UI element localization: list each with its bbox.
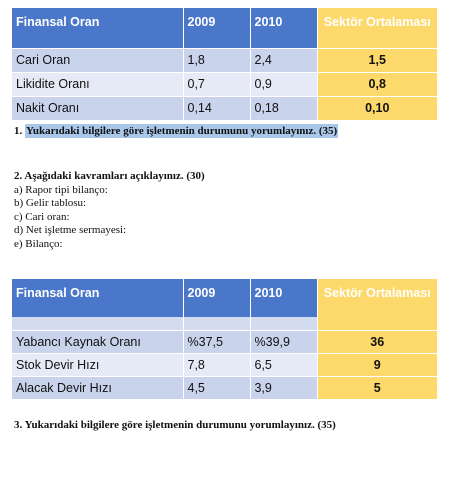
value-2010: 2,4 bbox=[249, 47, 317, 72]
spacer-cell bbox=[182, 317, 250, 330]
financial-ratio-table-1: Finansal Oran 2009 2010 Sektör Ortalamas… bbox=[12, 8, 437, 120]
header-financial-ratio: Finansal Oran bbox=[12, 279, 183, 317]
header-sector-average: Sektör Ortalaması bbox=[316, 8, 437, 48]
ratio-name: Likidite Oranı bbox=[12, 71, 183, 96]
value-2010: 0,9 bbox=[249, 71, 317, 96]
ratio-name: Yabancı Kaynak Oranı bbox=[12, 329, 183, 353]
table-header-row: Finansal Oran 2009 2010 Sektör Ortalamas… bbox=[12, 8, 437, 48]
question-2-item-c: c) Cari oran: bbox=[14, 210, 70, 223]
value-2009: 0,7 bbox=[182, 71, 250, 96]
table-row: Yabancı Kaynak Oranı %37,5 %39,9 36 bbox=[12, 329, 437, 353]
header-financial-ratio: Finansal Oran bbox=[12, 8, 183, 48]
header-2010: 2010 bbox=[249, 279, 317, 317]
table-spacer-row bbox=[12, 317, 437, 330]
value-2009: %37,5 bbox=[182, 329, 250, 353]
ratio-name: Cari Oran bbox=[12, 47, 183, 72]
spacer-cell bbox=[12, 317, 183, 330]
financial-ratio-table-2: Finansal Oran 2009 2010 Sektör Ortalamas… bbox=[12, 279, 437, 399]
spacer-cell bbox=[249, 317, 317, 330]
ratio-name: Stok Devir Hızı bbox=[12, 352, 183, 376]
ratio-name: Alacak Devir Hızı bbox=[12, 375, 183, 399]
header-2009: 2009 bbox=[182, 279, 250, 317]
value-2009: 7,8 bbox=[182, 352, 250, 376]
header-2009: 2009 bbox=[182, 8, 250, 48]
question-2-item-d: d) Net işletme sermayesi: bbox=[14, 224, 127, 236]
value-sector-average: 1,5 bbox=[316, 47, 437, 72]
question-2-item-e: e) Bilanço: bbox=[14, 237, 63, 250]
ratio-name: Nakit Oranı bbox=[12, 95, 183, 120]
value-2010: 6,5 bbox=[249, 352, 317, 376]
value-2009: 0,14 bbox=[182, 95, 250, 120]
question-1: 1. Yukarıdaki bilgilere göre işletmenin … bbox=[14, 124, 339, 139]
value-2009: 4,5 bbox=[182, 375, 250, 399]
question-2-item-b: b) Gelir tablosu: bbox=[14, 197, 87, 209]
table-row: Nakit Oranı 0,14 0,18 0,10 bbox=[12, 95, 437, 120]
question-3: 3. Yukarıdaki bilgilere göre işletmenin … bbox=[14, 419, 336, 431]
table-row: Stok Devir Hızı 7,8 6,5 9 bbox=[12, 352, 437, 376]
table-row: Alacak Devir Hızı 4,5 3,9 5 bbox=[12, 375, 437, 399]
value-sector-average: 5 bbox=[316, 375, 437, 399]
value-sector-average: 36 bbox=[316, 329, 437, 353]
spacer-cell bbox=[316, 317, 437, 330]
header-sector-average: Sektör Ortalaması bbox=[316, 279, 437, 317]
question-1-text: Yukarıdaki bilgilere göre işletmenin dur… bbox=[25, 124, 339, 138]
question-2: 2. Aşağıdaki kavramları açıklayınız. (30… bbox=[14, 170, 205, 251]
header-2010: 2010 bbox=[249, 8, 317, 48]
table-header-row: Finansal Oran 2009 2010 Sektör Ortalamas… bbox=[12, 279, 437, 317]
question-2-title: 2. Aşağıdaki kavramları açıklayınız. (30… bbox=[14, 170, 205, 182]
value-sector-average: 0,10 bbox=[316, 95, 437, 120]
value-sector-average: 0,8 bbox=[316, 71, 437, 96]
table-row: Cari Oran 1,8 2,4 1,5 bbox=[12, 47, 437, 72]
value-2009: 1,8 bbox=[182, 47, 250, 72]
value-2010: %39,9 bbox=[249, 329, 317, 353]
table-row: Likidite Oranı 0,7 0,9 0,8 bbox=[12, 71, 437, 96]
value-sector-average: 9 bbox=[316, 352, 437, 376]
question-2-item-a: a) Rapor tipi bilanço: bbox=[14, 183, 108, 196]
value-2010: 0,18 bbox=[249, 95, 317, 120]
value-2010: 3,9 bbox=[249, 375, 317, 399]
question-1-number: 1. bbox=[14, 125, 23, 137]
